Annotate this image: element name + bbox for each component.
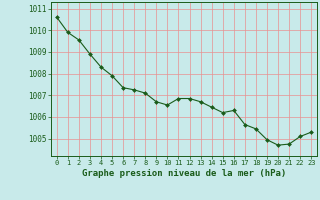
X-axis label: Graphe pression niveau de la mer (hPa): Graphe pression niveau de la mer (hPa) <box>82 169 286 178</box>
